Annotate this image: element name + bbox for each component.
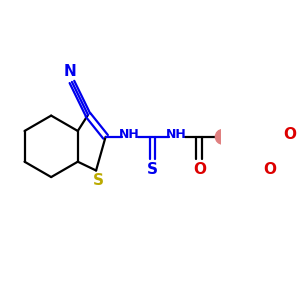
Text: N: N bbox=[64, 64, 77, 79]
Text: NH: NH bbox=[166, 128, 186, 141]
Text: O: O bbox=[193, 161, 206, 176]
Circle shape bbox=[215, 130, 230, 144]
Circle shape bbox=[239, 130, 254, 144]
Text: O: O bbox=[283, 127, 296, 142]
Text: NH: NH bbox=[118, 128, 140, 141]
Text: S: S bbox=[93, 173, 104, 188]
Text: S: S bbox=[147, 161, 158, 176]
Text: O: O bbox=[263, 161, 276, 176]
